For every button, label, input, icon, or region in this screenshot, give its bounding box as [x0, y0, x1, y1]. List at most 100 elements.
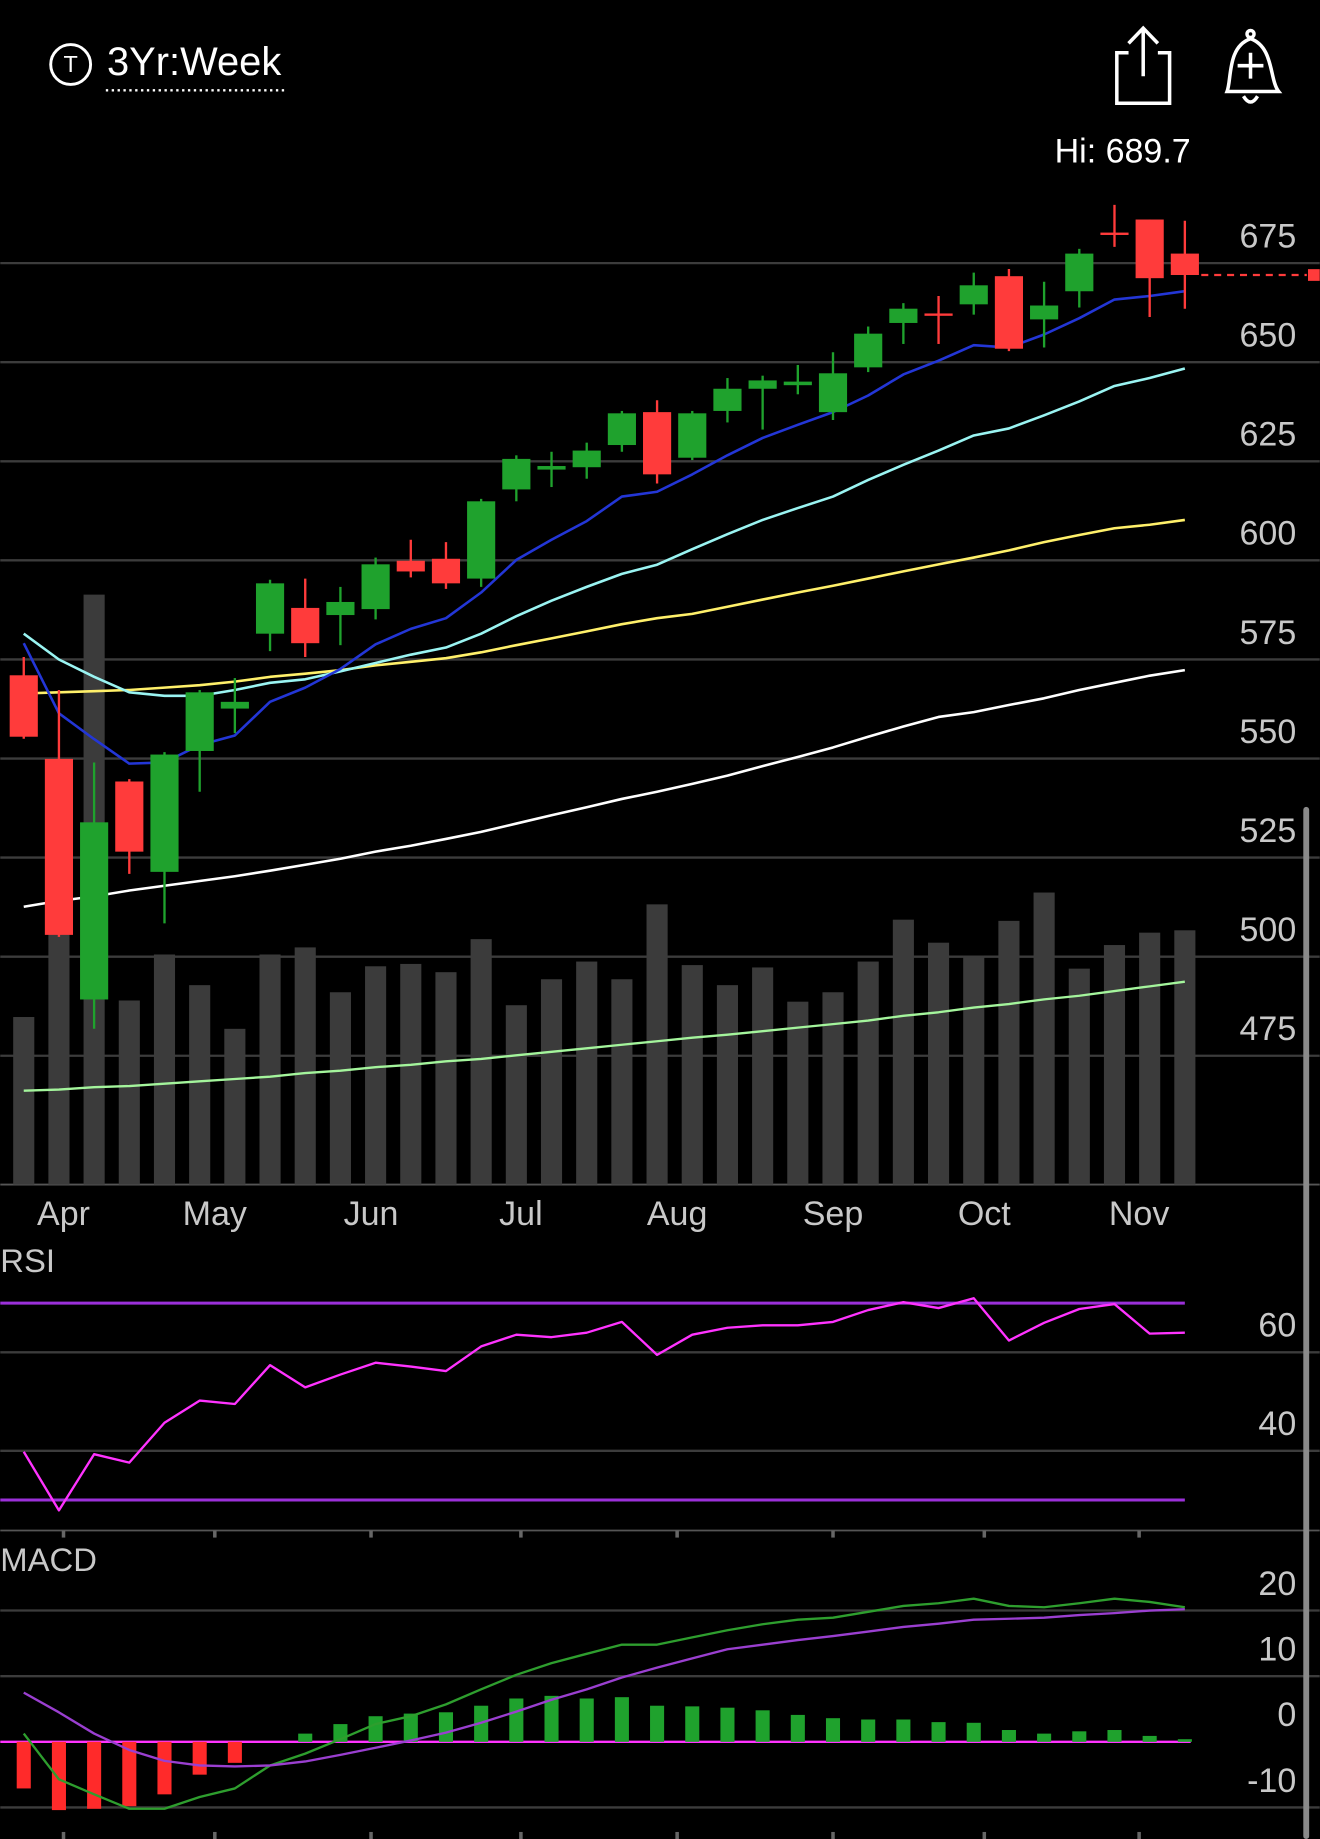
- y-tick-label: 500: [1240, 911, 1297, 949]
- candle-body: [748, 380, 777, 389]
- x-tick-label: Nov: [1109, 1195, 1169, 1233]
- macd-line: [22, 1597, 1186, 1810]
- bell-top: [1245, 28, 1256, 40]
- candle-body: [1100, 232, 1129, 235]
- volume-bar: [365, 966, 387, 1185]
- histogram-bar: [298, 1733, 313, 1742]
- volume-bar: [470, 939, 492, 1185]
- volume-bar: [189, 985, 211, 1185]
- y-tick-label: 575: [1240, 614, 1297, 652]
- volume-bar: [329, 992, 351, 1185]
- candle-body: [994, 276, 1024, 349]
- candle-body: [80, 822, 109, 1000]
- candle-body: [1065, 253, 1094, 292]
- y-tick-label: 10: [1258, 1631, 1296, 1669]
- share-button[interactable]: [1115, 25, 1172, 105]
- timeframe-selector[interactable]: T 3Yr:Week: [49, 40, 288, 92]
- scrollbar[interactable]: [1303, 806, 1310, 1839]
- histogram-bar: [16, 1741, 31, 1789]
- volume-bar: [998, 920, 1020, 1185]
- candle-body: [889, 308, 918, 323]
- histogram-bar: [544, 1695, 559, 1742]
- candle-body: [467, 501, 496, 579]
- volume-bar: [857, 961, 879, 1185]
- histogram-bar: [227, 1741, 242, 1763]
- volume-average: [23, 980, 1185, 1092]
- x-tick-label: Jun: [344, 1195, 399, 1233]
- candle-body: [431, 558, 461, 584]
- volume-bar: [576, 961, 598, 1185]
- candle-body: [502, 458, 531, 490]
- candle-body: [713, 388, 742, 411]
- histogram-bar: [1107, 1730, 1122, 1742]
- y-tick-label: 675: [1240, 217, 1297, 255]
- candle-body: [818, 373, 848, 413]
- volume-bar: [752, 967, 774, 1185]
- candle-body: [326, 601, 355, 616]
- candle-body: [291, 607, 320, 644]
- x-tick-label: May: [183, 1195, 247, 1233]
- histogram-bar: [87, 1741, 102, 1809]
- volume-bar: [822, 992, 844, 1185]
- moving-average: [23, 518, 1186, 695]
- y-tick-label: 0: [1277, 1696, 1296, 1734]
- histogram-bar: [192, 1741, 207, 1775]
- candle-body: [44, 758, 74, 935]
- volume-bar: [294, 947, 316, 1185]
- candle-body: [643, 412, 672, 475]
- histogram-bar: [1177, 1739, 1192, 1742]
- volume-bar: [928, 942, 950, 1185]
- histogram-bar: [51, 1741, 66, 1811]
- alert-button[interactable]: [1224, 28, 1283, 104]
- volume-bar: [1139, 932, 1161, 1185]
- y-tick-label: 550: [1240, 713, 1297, 751]
- candle-body: [150, 754, 179, 872]
- y-tick-label: 40: [1258, 1405, 1296, 1443]
- candle-body: [115, 781, 144, 852]
- histogram-bar: [509, 1698, 524, 1742]
- volume-bar: [611, 979, 633, 1185]
- candle-body: [959, 285, 988, 305]
- candle-body: [185, 692, 214, 751]
- y-tick-label: 60: [1258, 1307, 1296, 1345]
- volume-bar: [435, 972, 457, 1185]
- histogram-bar: [720, 1707, 735, 1742]
- timeframe-icon: [49, 43, 93, 86]
- histogram-bar: [1072, 1731, 1087, 1742]
- histogram-bar: [403, 1713, 418, 1742]
- candle-body: [607, 413, 636, 446]
- candle-body: [1030, 305, 1059, 320]
- histogram-bar: [650, 1705, 665, 1742]
- volume-bar: [892, 919, 914, 1185]
- candle-body: [220, 701, 249, 709]
- histogram-bar: [896, 1719, 911, 1742]
- candle-body: [678, 413, 707, 458]
- histogram-bar: [1142, 1735, 1157, 1742]
- last-price-marker: [1307, 269, 1320, 281]
- share-arrow: [1127, 25, 1160, 77]
- macd-title: MACD: [0, 1541, 97, 1578]
- x-tick-label: Sep: [803, 1195, 864, 1233]
- x-tick-label: Apr: [37, 1195, 90, 1233]
- x-tick-label: Aug: [647, 1195, 708, 1233]
- x-tick-label: Jul: [499, 1195, 542, 1233]
- moving-average: [22, 367, 1186, 698]
- candle-body: [255, 583, 285, 634]
- y-tick-label: -10: [1247, 1762, 1296, 1800]
- timeframe-title: 3Yr:Week: [107, 40, 281, 84]
- moving-average: [23, 668, 1186, 908]
- volume-bar: [1033, 892, 1055, 1185]
- y-tick-label: 525: [1240, 812, 1297, 850]
- volume-bar: [259, 954, 281, 1185]
- histogram-bar: [825, 1718, 841, 1742]
- histogram-bar: [614, 1697, 629, 1742]
- y-tick-label: 475: [1240, 1010, 1297, 1048]
- bell-clapper: [1241, 95, 1260, 104]
- volume-bar: [400, 963, 422, 1185]
- volume-bar: [118, 1000, 140, 1185]
- candle-body: [537, 466, 566, 470]
- candle-body: [924, 313, 953, 316]
